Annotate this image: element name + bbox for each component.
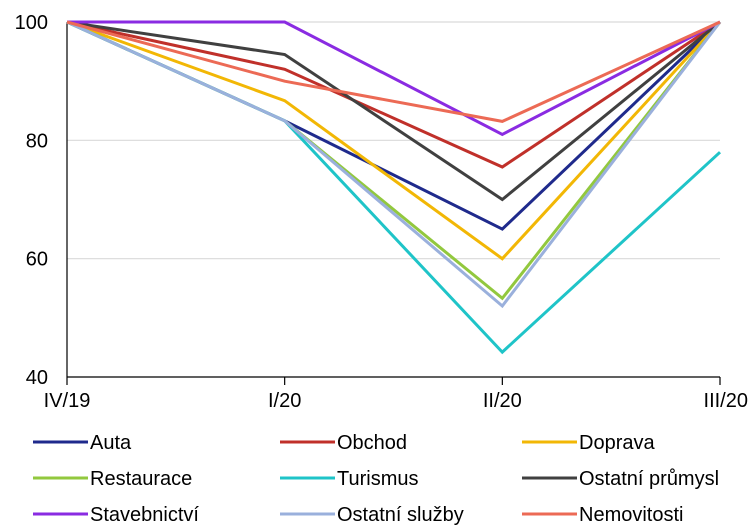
x-tick-label: II/20	[483, 390, 522, 412]
legend-item: Restaurace	[33, 468, 192, 490]
x-tick-label: I/20	[268, 390, 301, 412]
y-tick-label: 60	[26, 249, 48, 271]
legend-item: Ostatní průmysl	[522, 468, 719, 490]
legend-item: Auta	[33, 432, 132, 454]
series-line-5	[66, 20, 721, 202]
legend-label: Ostatní služby	[337, 504, 464, 526]
legend-item: Nemovitosti	[522, 504, 683, 526]
legend-item: Obchod	[280, 432, 407, 454]
legend-label: Restaurace	[90, 468, 192, 490]
y-tick-label: 80	[26, 130, 48, 152]
series-line-3	[66, 20, 722, 301]
legend: Auta Obchod Doprava Restaurace Turismus Ostat…	[33, 432, 719, 526]
legend-label: Obchod	[337, 432, 407, 454]
x-axis-ticks: IV/19 I/20 II/20 III/20	[44, 377, 748, 412]
legend-label: Stavebnictví	[90, 504, 199, 526]
series-line-7	[66, 20, 722, 309]
series-line-8	[66, 20, 721, 123]
x-tick-label: III/20	[704, 390, 748, 412]
y-axis-ticks: 40 60 80 100	[15, 12, 48, 389]
legend-label: Ostatní průmysl	[579, 468, 719, 490]
series-line-1	[66, 20, 721, 169]
legend-label: Nemovitosti	[579, 504, 683, 526]
legend-label: Auta	[90, 432, 132, 454]
series-lines	[66, 20, 722, 355]
series-line-6	[67, 20, 721, 137]
legend-item: Ostatní služby	[280, 504, 464, 526]
series-line-2	[66, 20, 722, 261]
legend-item: Turismus	[280, 468, 418, 490]
y-tick-label: 100	[15, 12, 48, 34]
legend-item: Doprava	[522, 432, 655, 454]
legend-label: Doprava	[579, 432, 655, 454]
axes	[66, 22, 720, 378]
x-tick-label: IV/19	[44, 390, 91, 412]
y-tick-label: 40	[26, 367, 48, 389]
legend-item: Stavebnictví	[33, 504, 199, 526]
legend-label: Turismus	[337, 468, 418, 490]
